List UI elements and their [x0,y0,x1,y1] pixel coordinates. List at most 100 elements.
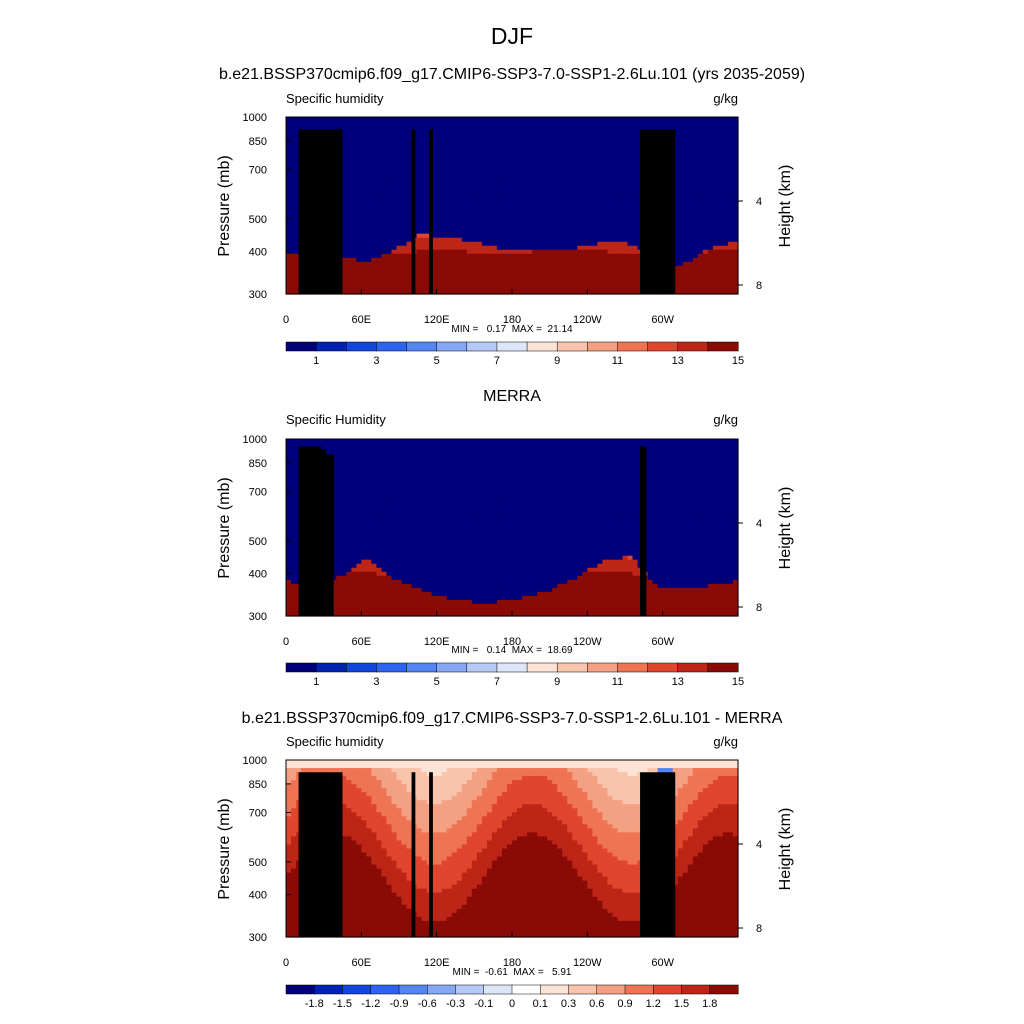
contour-cell [381,161,388,166]
contour-cell [632,165,639,170]
contour-cell [612,281,619,287]
contour-cell [542,281,548,287]
contour-cell [471,285,478,291]
contour-cell [501,471,508,476]
contour-cell [677,117,684,122]
contour-cell [506,229,513,235]
contour-cell [286,439,292,444]
contour-cell [431,455,438,460]
contour-cell [532,133,538,138]
contour-cell [396,193,403,199]
contour-cell [391,237,398,243]
contour-cell [552,479,558,484]
contour-cell [602,459,609,464]
contour-cell [512,133,518,138]
contour-cell [557,189,563,195]
contour-cell [522,467,528,472]
contour-cell [512,289,518,295]
contour-cell [582,117,588,122]
contour-cell [542,205,548,211]
contour-cell [622,141,629,146]
contour-cell [577,253,583,259]
contour-cell [481,201,488,207]
contour-cell [456,281,463,287]
contour-cell [527,165,533,170]
contour-cell [441,269,448,275]
contour-cell [326,121,332,126]
contour-cell [396,125,403,130]
contour-cell [396,237,403,243]
contour-cell [527,285,533,291]
contour-cell [527,217,533,223]
contour-cell [476,125,483,130]
contour-cell [617,193,624,199]
contour-cell [572,229,578,235]
contour-cell [577,221,583,227]
contour-cell [291,241,297,247]
contour-cell [712,249,719,255]
contour-cell [376,201,383,207]
contour-cell [712,467,719,472]
contour-cell [722,269,729,275]
contour-cell [602,121,609,126]
contour-cell [627,165,634,170]
contour-cell [552,229,558,235]
contour-cell [396,213,403,219]
contour-cell [486,289,493,295]
contour-cell [682,137,689,142]
contour-cell [532,439,538,444]
contour-cell [622,137,629,142]
contour-cell [692,471,699,476]
contour-cell [617,439,624,444]
contour-cell [491,249,498,255]
contour-cell [522,285,528,291]
contour-cell [722,475,729,480]
contour-cell [672,245,679,251]
contour-cell [501,225,508,231]
contour-cell [682,443,689,448]
contour-cell [547,205,553,211]
contour-cell [537,253,543,259]
contour-cell [672,161,679,166]
contour-cell [727,141,734,146]
contour-cell [416,181,423,186]
contour-cell [682,145,689,150]
contour-cell [677,213,684,219]
contour-cell [361,245,367,251]
contour-cell [552,161,558,166]
contour-cell [461,185,468,191]
contour-cell [381,185,388,191]
contour-cell [527,463,533,468]
contour-cell [727,117,734,122]
contour-cell [577,185,583,191]
contour-cell [466,261,473,267]
contour-cell [481,277,488,283]
contour-cell [697,257,704,263]
contour-cell [346,455,352,460]
contour-cell [582,153,588,158]
contour-cell [476,265,483,271]
contour-cell [542,165,548,170]
contour-cell [597,233,603,239]
contour-cell [431,209,438,215]
contour-cell [712,117,719,122]
contour-cell [602,273,609,279]
contour-cell [351,117,357,122]
contour-cell [712,217,719,223]
contour-cell [471,169,478,174]
contour-cell [506,145,513,150]
contour-cell [537,221,543,227]
contour-cell [582,145,588,150]
contour-cell [481,125,488,130]
contour-cell [491,447,498,452]
contour-cell [471,133,478,138]
contour-cell [612,285,619,291]
contour-cell [602,463,609,468]
contour-cell [707,459,714,464]
contour-cell [607,193,614,199]
contour-cell [642,121,649,126]
contour-cell [612,439,619,444]
contour-cell [416,121,423,126]
contour-cell [466,209,473,215]
contour-cell [517,189,523,195]
